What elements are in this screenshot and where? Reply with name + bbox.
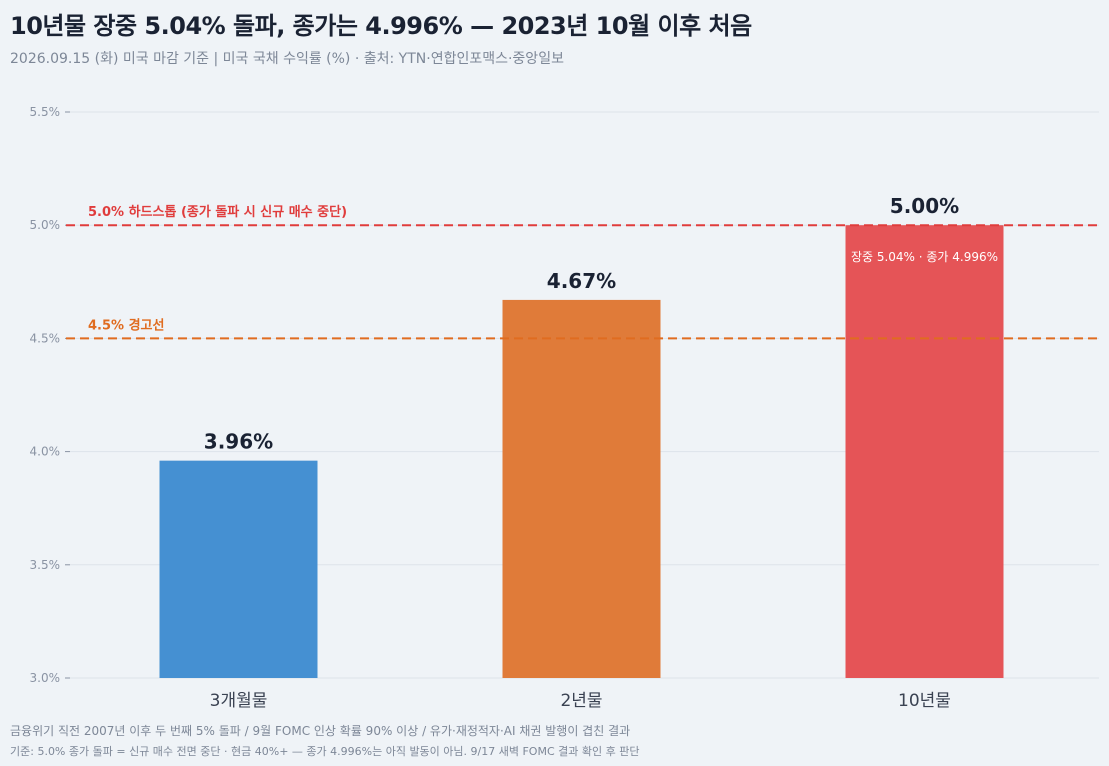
x-tick-label: 10년물 bbox=[898, 691, 951, 711]
bar-annotation: 장중 5.04% · 종가 4.996% bbox=[851, 250, 998, 264]
reference-line-label: 5.0% 하드스톱 (종가 돌파 시 신규 매수 중단) bbox=[88, 204, 347, 220]
x-tick-label: 3개월물 bbox=[210, 691, 268, 711]
bar-value-label: 4.67% bbox=[547, 269, 616, 293]
x-tick-label: 2년물 bbox=[560, 691, 602, 711]
y-tick-label: 5.5% bbox=[30, 105, 61, 119]
bar-2 bbox=[502, 299, 661, 678]
y-tick-label: 3.0% bbox=[30, 671, 61, 685]
chart-subtitle: 2026.09.15 (화) 미국 마감 기준 | 미국 국채 수익률 (%) … bbox=[10, 51, 564, 67]
footnote-primary: 금융위기 직전 2007년 이후 두 번째 5% 돌파 / 9월 FOMC 인상… bbox=[10, 724, 631, 738]
chart-title: 10년물 장중 5.04% 돌파, 종가는 4.996% — 2023년 10월… bbox=[10, 12, 752, 40]
reference-line-label: 4.5% 경고선 bbox=[88, 317, 164, 333]
bar-value-label: 5.00% bbox=[890, 194, 959, 218]
y-tick-label: 4.5% bbox=[30, 331, 61, 345]
footnote-secondary: 기준: 5.0% 종가 돌파 = 신규 매수 전면 중단 · 현금 40%+ —… bbox=[10, 745, 640, 758]
bar-3 bbox=[845, 225, 1004, 678]
bar-value-label: 3.96% bbox=[204, 430, 273, 454]
y-tick-label: 3.5% bbox=[30, 558, 61, 572]
bar-1 bbox=[159, 460, 318, 678]
y-tick-label: 5.0% bbox=[30, 218, 61, 232]
y-tick-label: 4.0% bbox=[30, 445, 61, 459]
